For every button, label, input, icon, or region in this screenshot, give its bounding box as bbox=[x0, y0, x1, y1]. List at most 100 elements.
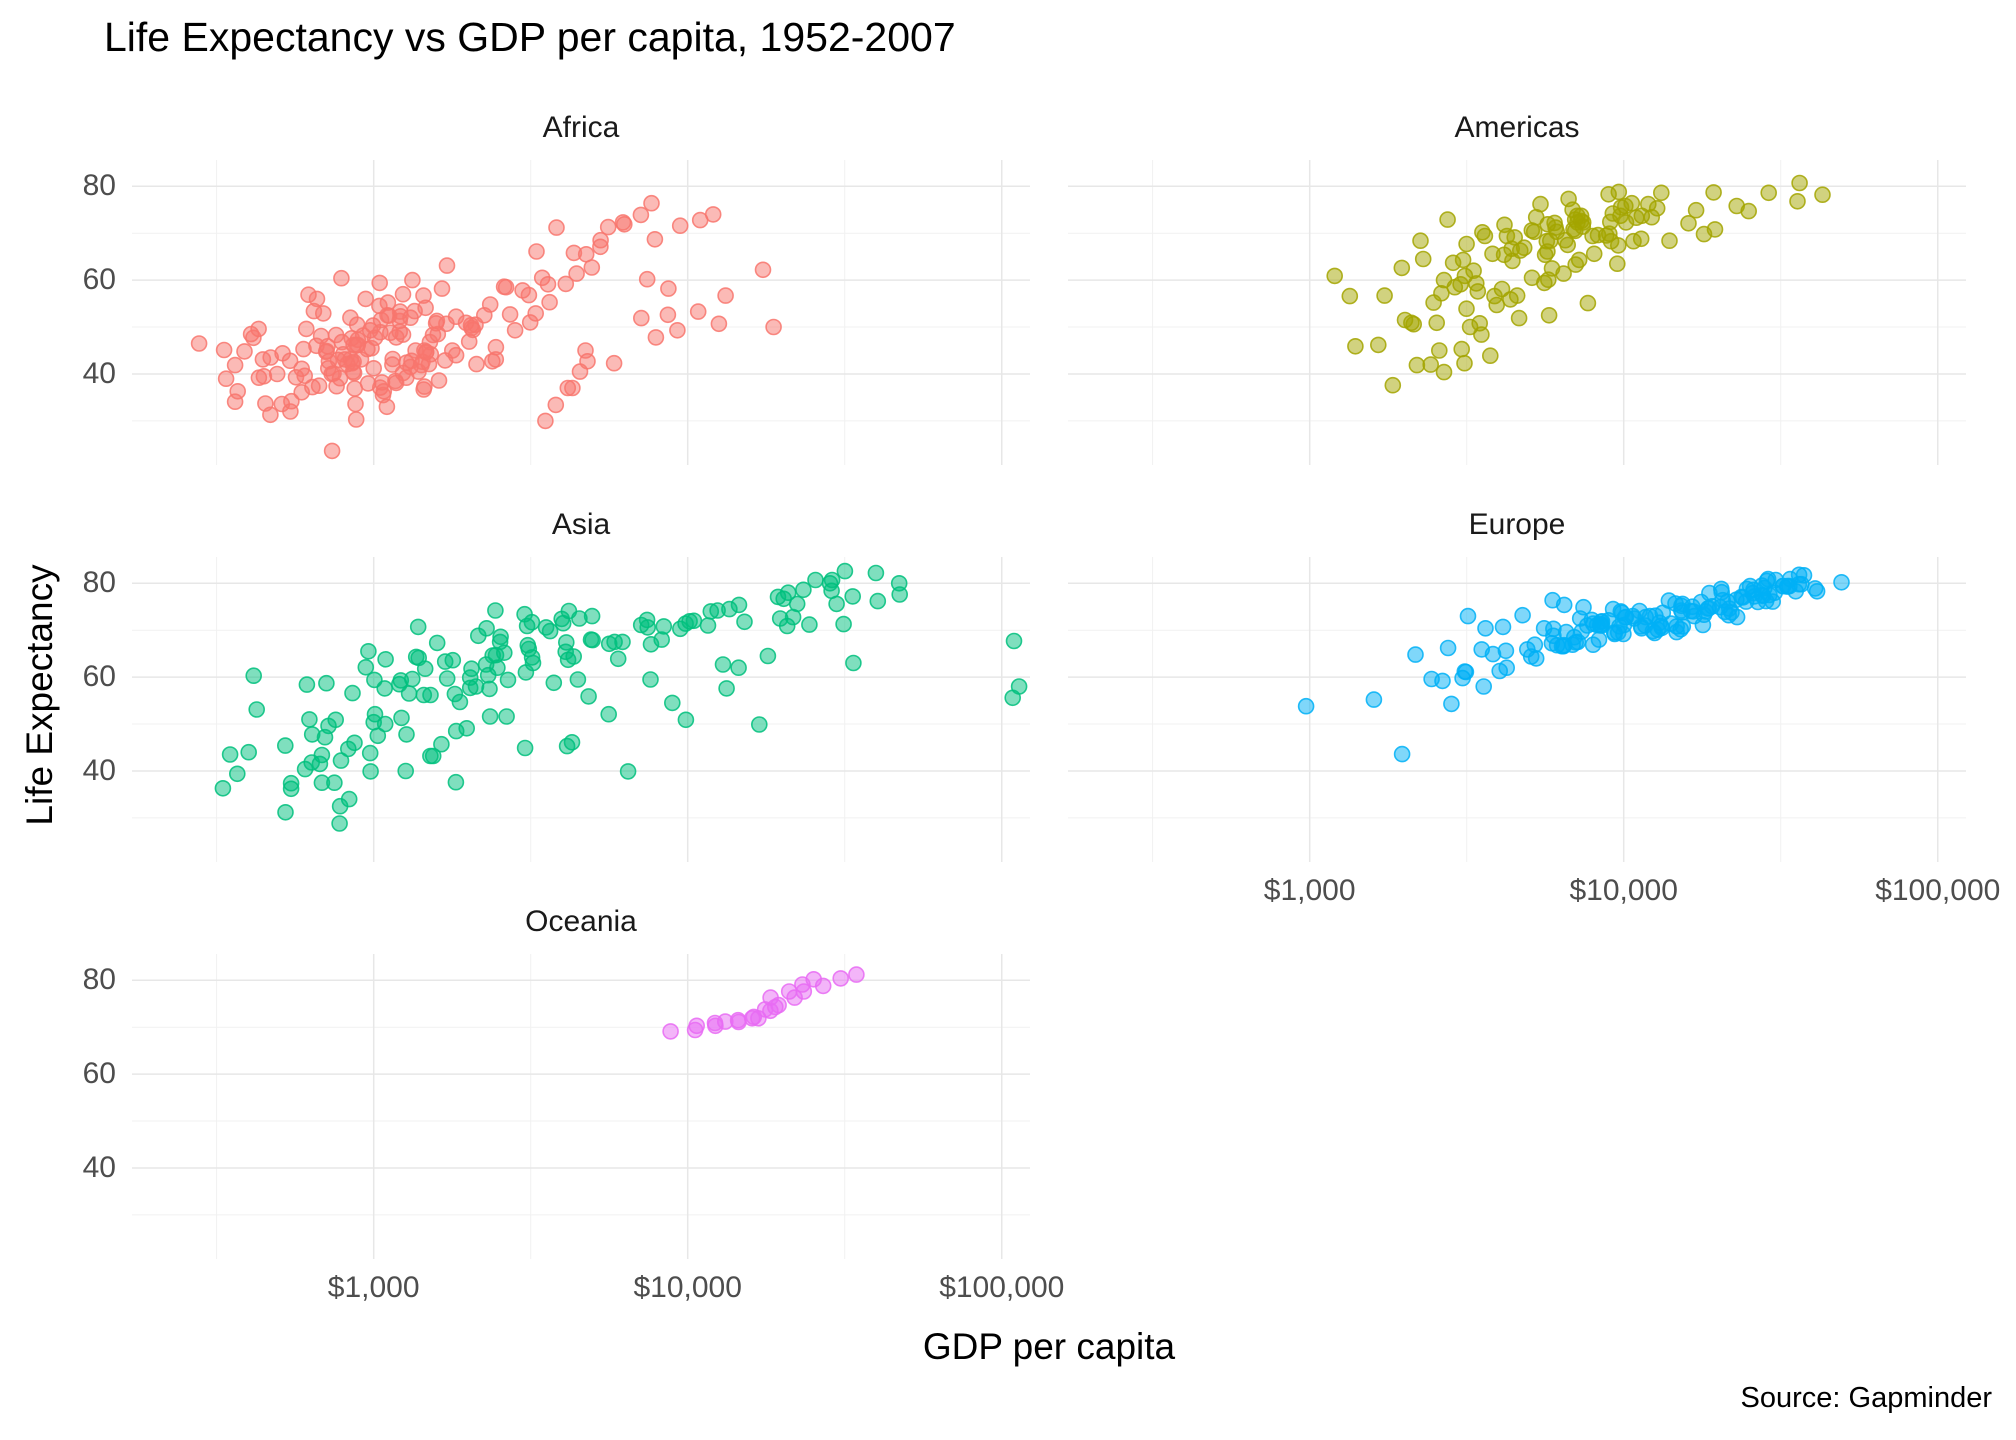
data-point bbox=[1412, 232, 1429, 249]
data-point bbox=[372, 379, 389, 396]
data-point bbox=[281, 352, 299, 370]
data-point bbox=[632, 616, 650, 634]
points-africa bbox=[190, 194, 782, 460]
data-point bbox=[487, 602, 504, 619]
data-point bbox=[393, 709, 410, 727]
facet-strip-oceania: Oceania bbox=[525, 905, 637, 938]
data-point bbox=[463, 660, 480, 677]
data-point bbox=[775, 590, 793, 608]
data-point bbox=[323, 365, 340, 383]
data-point bbox=[190, 335, 208, 352]
data-point bbox=[371, 274, 388, 292]
data-point bbox=[347, 395, 364, 413]
data-point bbox=[1555, 265, 1572, 282]
data-point bbox=[1539, 243, 1556, 260]
data-point bbox=[422, 747, 439, 765]
data-point bbox=[1570, 251, 1588, 269]
data-point bbox=[609, 650, 627, 668]
data-point bbox=[1425, 294, 1442, 311]
data-point bbox=[229, 765, 246, 783]
data-point bbox=[1484, 645, 1502, 663]
facet-panel-oceania bbox=[132, 954, 1030, 1259]
data-point bbox=[663, 694, 681, 712]
data-point bbox=[1522, 648, 1540, 665]
data-point bbox=[730, 659, 747, 676]
data-point bbox=[458, 720, 476, 737]
data-point bbox=[467, 678, 485, 695]
data-point bbox=[327, 711, 344, 729]
data-point bbox=[1584, 636, 1602, 653]
data-point bbox=[1434, 672, 1451, 690]
data-point bbox=[1759, 570, 1777, 588]
data-point bbox=[398, 354, 415, 371]
data-point bbox=[1540, 307, 1558, 324]
data-point bbox=[1347, 338, 1364, 355]
data-point bbox=[336, 351, 354, 368]
data-point bbox=[1608, 255, 1626, 272]
data-point bbox=[691, 211, 709, 229]
data-point bbox=[599, 218, 617, 236]
data-point bbox=[801, 616, 818, 633]
y-tick-label-asia-80: 80 bbox=[82, 566, 116, 600]
data-point bbox=[1408, 356, 1426, 374]
data-point bbox=[1545, 627, 1562, 645]
data-point bbox=[1652, 184, 1670, 202]
data-point bbox=[710, 315, 728, 333]
data-point bbox=[331, 815, 348, 832]
data-point bbox=[487, 338, 505, 356]
data-point bbox=[1632, 618, 1650, 635]
data-point bbox=[541, 622, 559, 640]
data-point bbox=[1504, 252, 1521, 270]
data-point bbox=[537, 412, 554, 430]
data-point bbox=[481, 680, 498, 698]
x-tick-label-europe-1000: $1,000 bbox=[1263, 874, 1356, 907]
data-point bbox=[468, 355, 485, 373]
data-point bbox=[750, 716, 768, 733]
x-tick-label-europe-100000: $100,000 bbox=[1875, 874, 2001, 907]
data-point bbox=[681, 613, 698, 630]
data-point bbox=[1672, 602, 1690, 619]
data-point bbox=[245, 667, 262, 684]
data-point bbox=[577, 342, 594, 359]
data-point bbox=[323, 442, 341, 460]
data-point bbox=[1515, 239, 1533, 256]
data-point bbox=[376, 680, 393, 697]
data-point bbox=[1625, 232, 1642, 250]
data-point bbox=[469, 627, 487, 645]
data-point bbox=[475, 307, 493, 324]
data-point bbox=[580, 688, 597, 705]
data-point bbox=[689, 303, 707, 320]
data-point bbox=[686, 1021, 704, 1039]
data-point bbox=[1808, 582, 1826, 600]
data-point bbox=[660, 280, 677, 297]
data-point bbox=[293, 384, 310, 401]
data-point bbox=[240, 743, 257, 761]
data-point bbox=[221, 746, 239, 763]
data-point bbox=[1005, 632, 1023, 650]
data-point bbox=[268, 365, 286, 383]
data-point bbox=[491, 633, 509, 651]
data-point bbox=[262, 406, 279, 424]
data-point bbox=[1422, 356, 1440, 373]
data-point bbox=[1706, 221, 1724, 238]
data-point bbox=[1789, 192, 1806, 210]
data-point bbox=[296, 760, 314, 778]
data-point bbox=[357, 290, 374, 308]
data-point bbox=[1493, 280, 1511, 298]
data-point bbox=[1376, 287, 1393, 304]
data-point bbox=[1384, 376, 1402, 394]
data-point bbox=[718, 680, 735, 697]
data-point bbox=[765, 318, 782, 336]
data-point bbox=[736, 613, 753, 631]
data-point bbox=[333, 269, 350, 287]
data-point bbox=[361, 322, 379, 339]
data-point bbox=[387, 329, 405, 346]
data-point bbox=[1556, 231, 1574, 249]
data-point bbox=[1407, 646, 1424, 663]
data-point bbox=[564, 379, 581, 397]
data-point bbox=[477, 656, 495, 673]
data-point bbox=[1604, 205, 1622, 222]
data-point bbox=[643, 194, 660, 212]
data-point bbox=[632, 206, 650, 224]
data-point bbox=[844, 588, 862, 605]
